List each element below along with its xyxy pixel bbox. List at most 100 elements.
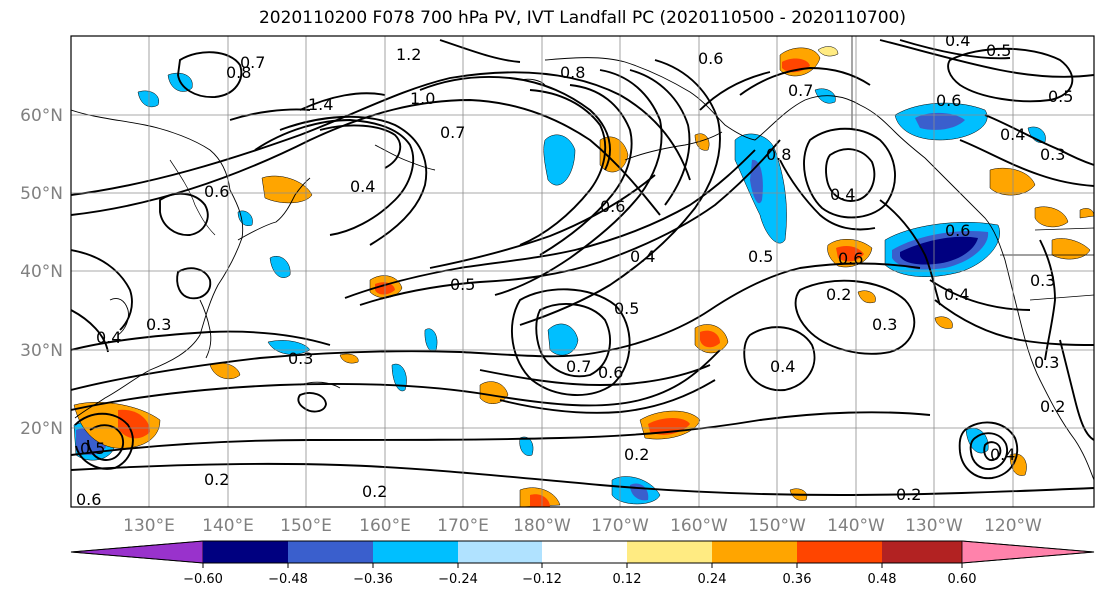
contour-label: 0.5 xyxy=(748,247,773,266)
contour-label: 0.2 xyxy=(896,485,921,504)
contour-label: 1.4 xyxy=(308,95,333,114)
colorbar-tick-label: −0.60 xyxy=(183,572,223,587)
contour-label: 0.6 xyxy=(598,363,623,382)
colorbar-swatch xyxy=(373,541,458,563)
contour-label: 0.8 xyxy=(766,145,791,164)
colorbar-swatch xyxy=(288,541,373,563)
colorbar-tick-label: 0.12 xyxy=(613,572,642,587)
contour-label: 0.3 xyxy=(288,349,313,368)
contour-label: 0.3 xyxy=(872,315,897,334)
closed-contour-6 xyxy=(794,279,916,355)
contour-label: 0.5 xyxy=(986,41,1011,60)
closed-contour-11 xyxy=(87,424,124,461)
closed-contour-12 xyxy=(159,192,209,236)
closed-contour-10 xyxy=(74,412,134,470)
colorbar-swatch xyxy=(797,541,882,563)
lon-label: 150°W xyxy=(748,516,806,536)
contour-label: 0.4 xyxy=(830,185,855,204)
closed-contour-1 xyxy=(535,303,611,378)
contour-label: 0.4 xyxy=(630,247,655,266)
colorbar-swatch xyxy=(203,541,288,563)
contour-label: 0.7 xyxy=(788,81,813,100)
contour-label: 0.4 xyxy=(945,31,970,50)
closed-contour-2 xyxy=(511,288,631,396)
contour-label: 0.4 xyxy=(944,285,969,304)
lon-label: 170°E xyxy=(437,516,489,536)
colorbar-swatch xyxy=(712,541,797,563)
lon-label: 170°W xyxy=(591,516,649,536)
colorbar-tick-label: −0.36 xyxy=(353,572,393,587)
contour-label: 0.4 xyxy=(96,328,121,347)
contour-label: 0.6 xyxy=(936,91,961,110)
contour-label: 0.7 xyxy=(240,53,265,72)
graticule xyxy=(71,36,1094,507)
contour-label: 0.5 xyxy=(614,299,639,318)
lon-label: 130°W xyxy=(905,516,963,536)
lat-label-50: 50°N xyxy=(20,184,63,204)
colorbar: −0.60 −0.48 −0.36 −0.24 −0.12 0.12 0.24 … xyxy=(70,540,1095,587)
colorbar-swatch xyxy=(542,541,627,563)
longitude-labels: 130°E 140°E 150°E 160°E 170°E 180°W 170°… xyxy=(123,516,1042,536)
lon-label: 160°W xyxy=(670,516,728,536)
closed-contour-15 xyxy=(177,51,243,98)
colorbar-tick-label: −0.48 xyxy=(268,572,308,587)
lon-label: 120°W xyxy=(984,516,1042,536)
latitude-labels: 60°N 50°N 40°N 30°N 20°N xyxy=(20,106,63,439)
lon-label: 180°W xyxy=(513,516,571,536)
map-frame xyxy=(70,35,1095,508)
lat-label-40: 40°N xyxy=(20,262,63,282)
lat-label-60: 60°N xyxy=(20,106,63,126)
contour-label: 0.3 xyxy=(1040,145,1065,164)
contour-label: 0.7 xyxy=(566,357,591,376)
contour-label: 0.4 xyxy=(350,177,375,196)
closed-contour-7 xyxy=(958,421,1019,480)
contour-label: 0.5 xyxy=(80,439,105,458)
closed-contour-13 xyxy=(176,267,212,300)
closed-contour-16 xyxy=(947,47,1074,103)
contour-label: 0.2 xyxy=(1040,397,1065,416)
contour-label: 0.8 xyxy=(560,63,585,82)
contour-label: 0.8 xyxy=(226,63,251,82)
contour-label: 0.2 xyxy=(362,482,387,501)
contour-label: 0.6 xyxy=(838,249,863,268)
closed-contour-14 xyxy=(297,392,327,413)
contour-labels: 0.7 0.8 1.2 1.4 1.0 0.7 0.6 0.8 0.6 0.7 … xyxy=(76,31,1073,507)
contour-label: 0.4 xyxy=(1000,125,1025,144)
lon-label: 130°E xyxy=(123,516,175,536)
lon-label: 150°E xyxy=(280,516,332,536)
contour-label: 0.6 xyxy=(600,197,625,216)
coastlines xyxy=(71,57,1094,481)
lon-label: 140°E xyxy=(202,516,254,536)
colorbar-tick-label: 0.48 xyxy=(868,572,897,587)
closed-contour-8 xyxy=(969,432,1008,470)
colorbar-tick-label: 0.60 xyxy=(948,572,977,587)
contour-label: 0.3 xyxy=(1034,353,1059,372)
contour-label: 0.3 xyxy=(146,315,171,334)
lon-label: 140°W xyxy=(827,516,885,536)
map-title: 2020110200 F078 700 hPa PV, IVT Landfall… xyxy=(258,8,906,28)
pv-contours xyxy=(71,39,1094,496)
colorbar-tick-label: 0.24 xyxy=(698,572,727,587)
contour-label: 0.6 xyxy=(945,221,970,240)
contour-label: 0.7 xyxy=(440,123,465,142)
lon-label: 160°E xyxy=(359,516,411,536)
closed-contour-5 xyxy=(743,326,816,392)
closed-contour-9 xyxy=(983,441,1002,462)
colorbar-tick-label: −0.24 xyxy=(438,572,478,587)
closed-contour-4 xyxy=(825,148,876,202)
contour-label: 0.2 xyxy=(624,445,649,464)
contour-label: 0.5 xyxy=(1048,87,1073,106)
contour-label: 1.0 xyxy=(410,89,435,108)
colorbar-extend-max xyxy=(961,540,1095,564)
colorbar-swatch xyxy=(627,541,712,563)
colorbar-ticks xyxy=(202,563,963,568)
contour-label: 0.2 xyxy=(204,470,229,489)
contour-label: 0.3 xyxy=(1030,271,1055,290)
map-panel: 0.7 0.8 1.2 1.4 1.0 0.7 0.6 0.8 0.6 0.7 … xyxy=(71,31,1094,507)
lat-label-20: 20°N xyxy=(20,419,63,439)
colorbar-swatch xyxy=(458,541,542,563)
contour-label: 0.4 xyxy=(990,445,1015,464)
lat-label-30: 30°N xyxy=(20,341,63,361)
contour-label: 0.4 xyxy=(770,357,795,376)
